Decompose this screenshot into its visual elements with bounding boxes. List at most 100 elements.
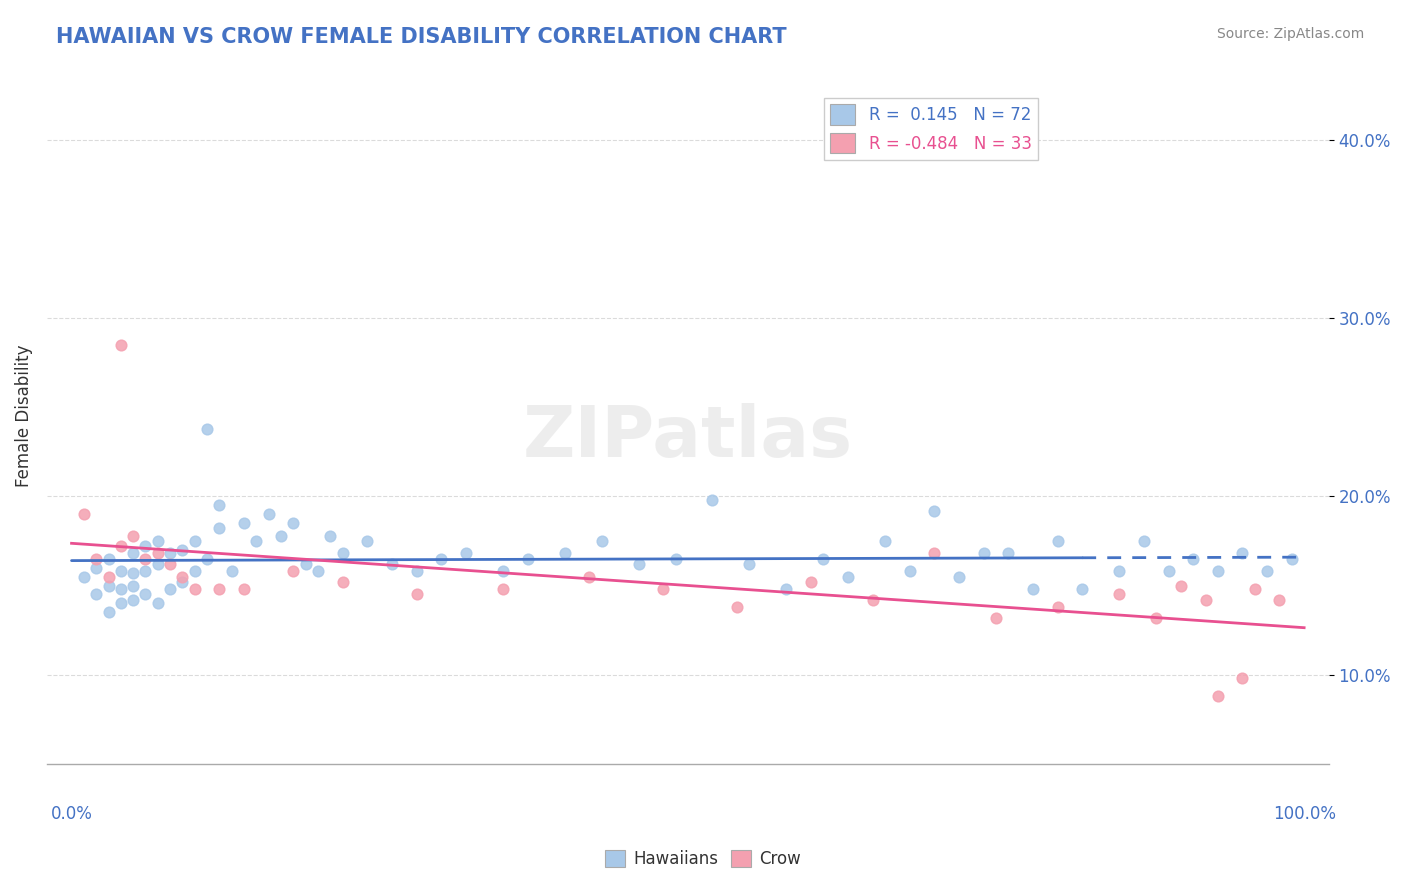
Point: [97, 578, 120, 592]
Text: 0.0%: 0.0%: [51, 805, 93, 823]
Point: [1022, 582, 1045, 596]
Point: [516, 551, 538, 566]
Point: [1182, 551, 1205, 566]
Point: [924, 546, 946, 560]
Point: [122, 528, 145, 542]
Point: [97, 569, 120, 583]
Point: [110, 596, 132, 610]
Point: [554, 546, 576, 560]
Point: [257, 507, 280, 521]
Point: [159, 557, 181, 571]
Point: [122, 578, 145, 592]
Point: [984, 610, 1007, 624]
Point: [208, 521, 231, 535]
Point: [84, 587, 107, 601]
Point: [184, 564, 207, 578]
Point: [492, 564, 515, 578]
Point: [1281, 551, 1303, 566]
Point: [725, 599, 748, 614]
Point: [270, 528, 292, 542]
Point: [591, 533, 613, 548]
Point: [1256, 564, 1278, 578]
Point: [1133, 533, 1156, 548]
Point: [800, 574, 823, 589]
Point: [1046, 533, 1069, 548]
Point: [84, 551, 107, 566]
Point: [84, 560, 107, 574]
Point: [381, 557, 404, 571]
Point: [627, 557, 650, 571]
Point: [775, 582, 797, 596]
Point: [862, 592, 884, 607]
Point: [307, 564, 329, 578]
Point: [172, 542, 194, 557]
Point: [1144, 610, 1167, 624]
Point: [134, 564, 156, 578]
Text: HAWAIIAN VS CROW FEMALE DISABILITY CORRELATION CHART: HAWAIIAN VS CROW FEMALE DISABILITY CORRE…: [56, 27, 787, 46]
Point: [134, 587, 156, 601]
Point: [1194, 592, 1216, 607]
Point: [1206, 564, 1229, 578]
Point: [837, 569, 859, 583]
Point: [454, 546, 477, 560]
Point: [97, 605, 120, 619]
Point: [405, 564, 427, 578]
Point: [1108, 564, 1130, 578]
Point: [356, 533, 378, 548]
Point: [208, 498, 231, 512]
Point: [702, 492, 724, 507]
Point: [924, 503, 946, 517]
Point: [898, 564, 921, 578]
Point: [134, 551, 156, 566]
Point: [873, 533, 896, 548]
Point: [122, 566, 145, 580]
Point: [1157, 564, 1180, 578]
Point: [1046, 599, 1069, 614]
Point: [652, 582, 675, 596]
Point: [813, 551, 835, 566]
Point: [1170, 578, 1192, 592]
Point: [221, 564, 243, 578]
Point: [146, 596, 169, 610]
Point: [172, 569, 194, 583]
Point: [283, 564, 305, 578]
Point: [110, 582, 132, 596]
Point: [97, 551, 120, 566]
Point: [122, 546, 145, 560]
Point: [319, 528, 342, 542]
Point: [332, 574, 354, 589]
Point: [738, 557, 761, 571]
Point: [195, 422, 218, 436]
Point: [245, 533, 267, 548]
Legend: Hawaiians, Crow: Hawaiians, Crow: [598, 843, 808, 875]
Point: [172, 574, 194, 589]
Point: [184, 533, 207, 548]
Point: [997, 546, 1019, 560]
Point: [159, 582, 181, 596]
Point: [110, 539, 132, 553]
Point: [195, 551, 218, 566]
Point: [492, 582, 515, 596]
Point: [1268, 592, 1291, 607]
Point: [1108, 587, 1130, 601]
Point: [405, 587, 427, 601]
Text: ZIPatlas: ZIPatlas: [523, 402, 853, 472]
Point: [146, 546, 169, 560]
Text: 100.0%: 100.0%: [1272, 805, 1336, 823]
Point: [110, 564, 132, 578]
Point: [332, 546, 354, 560]
Legend: R =  0.145   N = 72, R = -0.484   N = 33: R = 0.145 N = 72, R = -0.484 N = 33: [824, 98, 1039, 160]
Text: Source: ZipAtlas.com: Source: ZipAtlas.com: [1216, 27, 1364, 41]
Point: [122, 592, 145, 607]
Point: [1243, 582, 1265, 596]
Y-axis label: Female Disability: Female Disability: [15, 345, 32, 487]
Point: [233, 582, 256, 596]
Point: [146, 557, 169, 571]
Point: [184, 582, 207, 596]
Point: [233, 516, 256, 530]
Point: [208, 582, 231, 596]
Point: [294, 557, 316, 571]
Point: [1232, 546, 1254, 560]
Point: [73, 507, 96, 521]
Point: [146, 533, 169, 548]
